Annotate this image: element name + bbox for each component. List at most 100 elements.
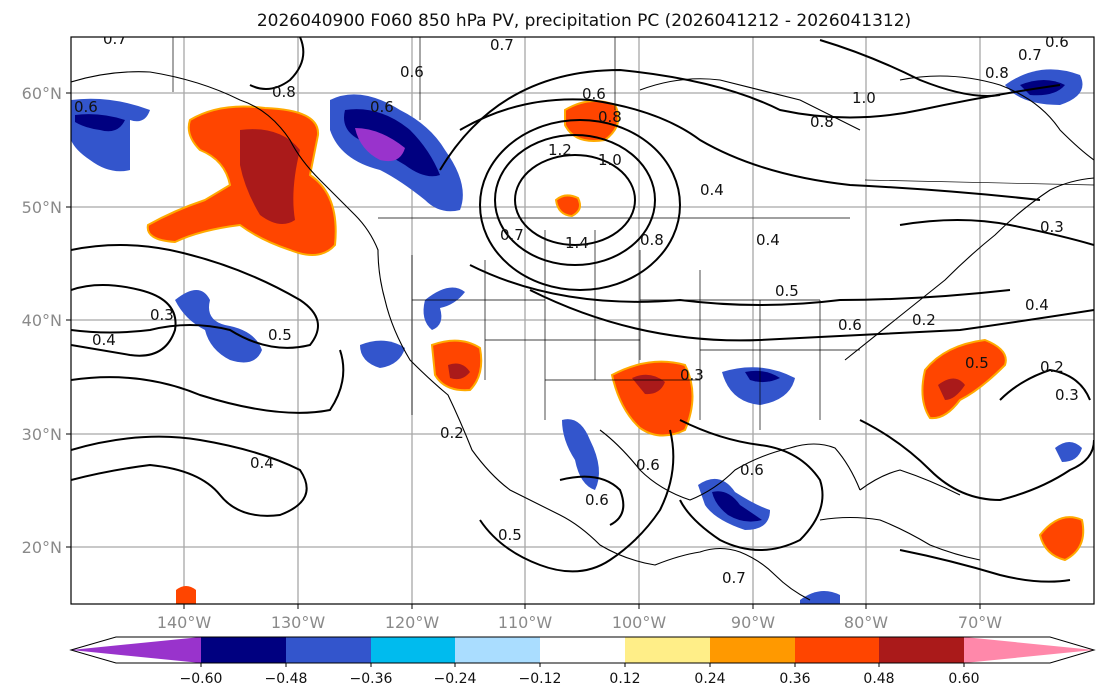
colorbar-tick-labels: −0.60 −0.48 −0.36 −0.24 −0.12 0.12 0.24 … — [180, 671, 980, 687]
lat-tick-label: 30°N — [22, 425, 62, 444]
contour-label: 0.3 — [680, 366, 704, 384]
negative-anomaly-bermuda — [1055, 442, 1082, 462]
contour-label: 0.4 — [1025, 296, 1049, 314]
coastlines — [71, 71, 1094, 601]
contour-label: 0.6 — [74, 98, 98, 116]
colorbar-tick-label: 0.24 — [694, 671, 725, 687]
colorbar-segment — [455, 637, 540, 663]
contour-label: 0.4 — [92, 331, 116, 349]
lon-tick-label: 110°W — [498, 613, 553, 632]
positive-anomaly-gulf-of-alaska — [146, 105, 337, 256]
colorbar-tick-label: −0.36 — [350, 671, 393, 687]
contour-label: 0.6 — [582, 85, 606, 103]
colorbar-outline — [69, 636, 1096, 664]
longitude-tick-labels: 140°W 130°W 120°W 110°W 100°W 90°W 80°W … — [157, 613, 1002, 632]
lon-tick-label: 140°W — [157, 613, 212, 632]
contour-label: 0.6 — [636, 456, 660, 474]
colorbar-segment — [795, 637, 879, 663]
contour-label: 0.2 — [1040, 358, 1064, 376]
contour-label: 0.7 — [500, 226, 524, 244]
contour-label: 0.6 — [585, 491, 609, 509]
colorbar-tick-label: 0.36 — [779, 671, 810, 687]
shaded-anomalies — [71, 69, 1085, 604]
contour-label: 0.4 — [250, 454, 274, 472]
negative-anomaly-north-pacific — [71, 98, 150, 172]
contour-label: 0.2 — [912, 311, 936, 329]
colorbar-segment — [71, 637, 201, 663]
contour-label: 1.0 — [598, 151, 622, 169]
contour-label: 0.7 — [1018, 46, 1042, 64]
contour-labels: 0.7 0.6 0.8 0.6 1.0 0.8 0.6 0.7 0.6 1.2 … — [74, 30, 1079, 587]
colorbar-segment — [964, 637, 1094, 663]
colorbar-ticks — [200, 663, 965, 667]
lat-tick-label: 60°N — [22, 84, 62, 103]
contour-label: 0.5 — [775, 282, 799, 300]
negative-anomaly-baja — [360, 340, 405, 368]
positive-anomaly-montana — [554, 194, 581, 218]
colorbar-segment — [540, 637, 625, 663]
colorbar-segment — [879, 637, 964, 663]
contour-label: 0.8 — [640, 231, 664, 249]
contour-label: 0.6 — [370, 98, 394, 116]
positive-anomaly-caribbean — [1038, 516, 1085, 562]
colorbar-tick-label: 0.60 — [948, 671, 979, 687]
lat-tick-label: 40°N — [22, 311, 62, 330]
colorbar-segments — [71, 637, 1094, 663]
contour-label: 0.7 — [103, 30, 127, 48]
colorbar-tick-label: −0.60 — [180, 671, 223, 687]
contour-label: 0.6 — [740, 461, 764, 479]
figure-title: 2026040900 F060 850 hPa PV, precipitatio… — [257, 11, 911, 31]
contour-label: 0.4 — [756, 231, 780, 249]
lat-tick-label: 50°N — [22, 198, 62, 217]
colorbar-tick-label: −0.12 — [519, 671, 562, 687]
contour-label: 0.6 — [400, 63, 424, 81]
colorbar-tick-label: −0.48 — [265, 671, 308, 687]
contour-label: 0.2 — [440, 424, 464, 442]
contour-label: 1.0 — [852, 89, 876, 107]
negative-anomaly-great-basin — [423, 287, 465, 330]
contour-label: 0.6 — [838, 316, 862, 334]
contour-label: 0.8 — [985, 64, 1009, 82]
lon-tick-label: 90°W — [731, 613, 775, 632]
lat-tick-label: 20°N — [22, 538, 62, 557]
contour-label: 0.8 — [272, 83, 296, 101]
contour-label: 0.5 — [498, 526, 522, 544]
contour-label: 1.4 — [565, 234, 589, 252]
colorbar-tick-label: −0.24 — [434, 671, 477, 687]
lon-tick-label: 130°W — [271, 613, 326, 632]
lon-tick-label: 100°W — [612, 613, 667, 632]
contour-label: 0.8 — [598, 108, 622, 126]
negative-anomaly-central-america — [800, 591, 840, 604]
colorbar-segment — [201, 637, 286, 663]
negative-anomaly-yucatan — [698, 478, 770, 530]
contour-label: 0.7 — [722, 569, 746, 587]
contour-label: 0.3 — [150, 306, 174, 324]
negative-anomaly-mexico — [562, 419, 599, 490]
contour-label: 0.3 — [1055, 386, 1079, 404]
colorbar-segment — [286, 637, 371, 663]
negative-anomaly-british-columbia — [330, 94, 463, 212]
positive-anomaly-arizona — [430, 339, 483, 392]
contour-label: 0.3 — [1040, 218, 1064, 236]
colorbar-segment — [371, 637, 455, 663]
contour-label: 0.7 — [490, 36, 514, 54]
pv-contours — [71, 37, 1094, 583]
contour-label: 1.2 — [548, 141, 572, 159]
contour-label: 0.5 — [268, 326, 292, 344]
contour-label: 0.5 — [965, 354, 989, 372]
contour-label: 0.6 — [1045, 33, 1069, 51]
lon-tick-label: 120°W — [385, 613, 440, 632]
lon-tick-label: 70°W — [958, 613, 1002, 632]
colorbar-segment — [625, 637, 710, 663]
axis-ticks — [66, 92, 981, 609]
contour-label: 0.4 — [700, 181, 724, 199]
colorbar-tick-label: 0.12 — [609, 671, 640, 687]
negative-anomaly-pacific-west — [175, 290, 262, 363]
negative-anomaly-mississippi — [722, 367, 795, 405]
colorbar-segment — [710, 637, 795, 663]
colorbar: −0.60 −0.48 −0.36 −0.24 −0.12 0.12 0.24 … — [69, 636, 1096, 687]
latitude-tick-labels: 60°N 50°N 40°N 30°N 20°N — [22, 84, 62, 557]
lon-tick-label: 80°W — [844, 613, 888, 632]
positive-anomaly-southwest-corner — [176, 586, 196, 604]
